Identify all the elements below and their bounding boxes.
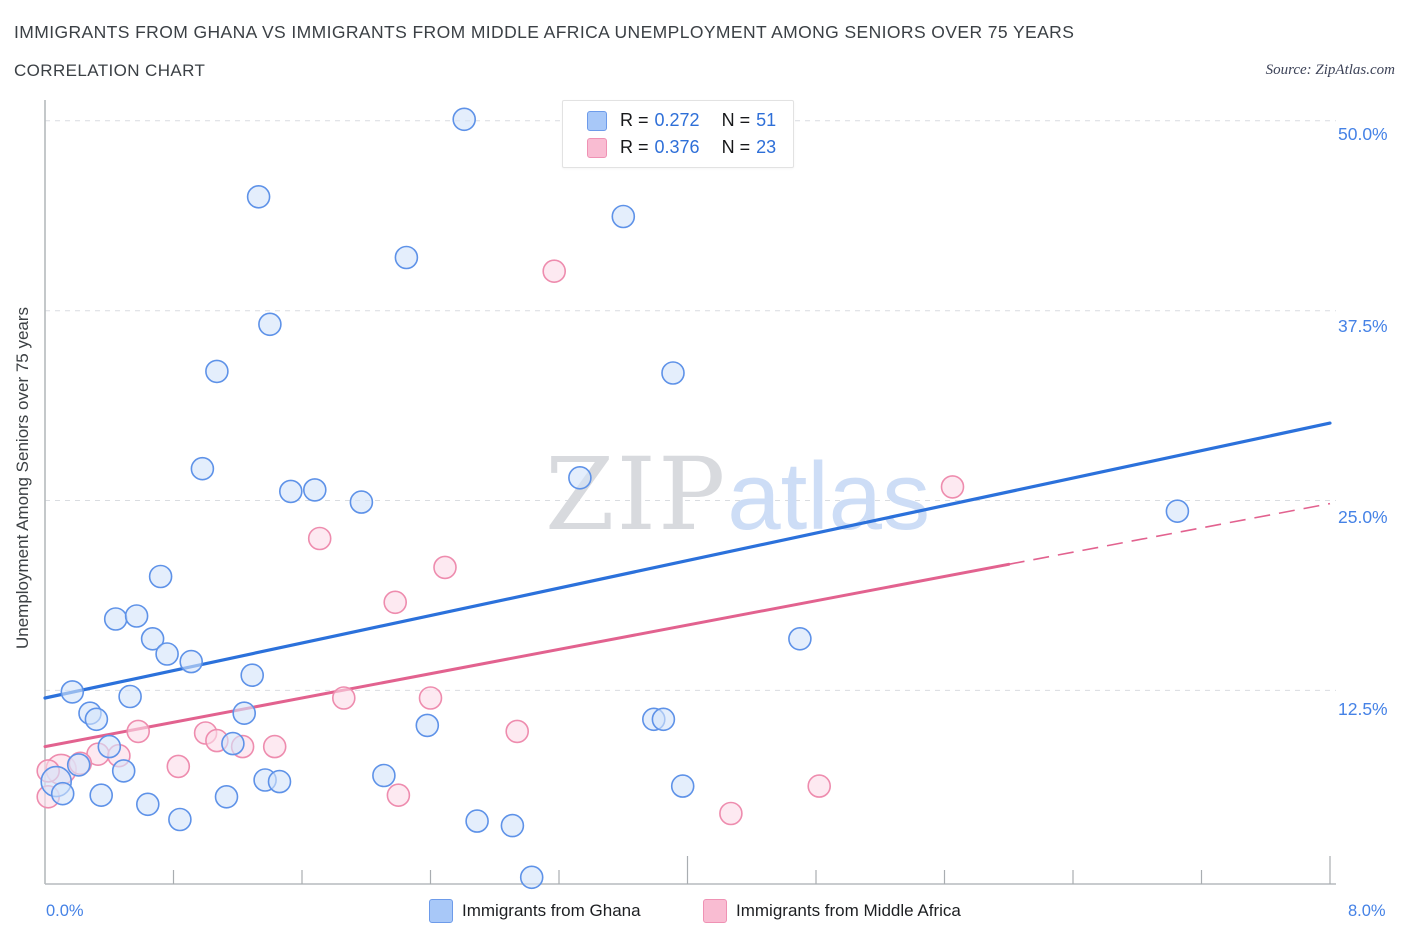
- data-point-ghana: [136, 792, 160, 817]
- y-tick-label-25: 25.0%: [1338, 507, 1388, 527]
- legend-label-ghana: Immigrants from Ghana: [462, 901, 641, 920]
- n-label: N =: [721, 110, 751, 130]
- data-point-ghana: [97, 734, 122, 759]
- page-title: IMMIGRANTS FROM GHANA VS IMMIGRANTS FROM…: [14, 22, 1075, 42]
- data-point-ghana: [394, 245, 419, 270]
- data-point-ghana: [103, 607, 128, 631]
- legend-item-middle-africa: Immigrants from Middle Africa: [703, 899, 961, 923]
- data-point-middle-africa: [126, 719, 150, 744]
- data-point-ghana: [179, 649, 203, 674]
- trend-line-ghana: [43, 421, 1332, 700]
- axes: [44, 100, 1336, 885]
- data-point-ghana: [190, 456, 215, 481]
- data-point-middle-africa: [807, 774, 832, 798]
- legend-label-middle-africa: Immigrants from Middle Africa: [736, 901, 961, 920]
- data-point-middle-africa: [166, 754, 191, 779]
- data-point-ghana: [372, 763, 396, 788]
- x-tick-label-0: 0.0%: [46, 902, 84, 920]
- data-point-middle-africa: [262, 734, 287, 759]
- data-point-middle-africa: [386, 783, 411, 808]
- source-attribution: Source: ZipAtlas.com: [1265, 62, 1395, 78]
- data-point-ghana: [465, 809, 489, 833]
- gridlines: [45, 120, 1336, 691]
- trend-line-middle-africa-solid: [43, 562, 1011, 749]
- data-point-ghana: [221, 731, 245, 756]
- data-point-ghana: [661, 361, 685, 385]
- trend-lines: [43, 421, 1332, 749]
- y-tick-label-12-5: 12.5%: [1338, 699, 1388, 719]
- data-point-middle-africa: [433, 555, 457, 580]
- data-point-ghana: [349, 490, 374, 514]
- data-point-middle-africa: [505, 719, 530, 744]
- data-point-middle-africa: [383, 590, 408, 615]
- data-point-ghana: [452, 107, 477, 132]
- y-tick-label-50: 50.0%: [1338, 124, 1388, 144]
- trend-line-middle-africa-dashed: [1008, 502, 1331, 566]
- data-point-ghana: [519, 865, 544, 890]
- stats-legend-row-ghana: R = 0.272 N = 51: [587, 110, 793, 131]
- data-point-ghana: [168, 807, 192, 832]
- watermark: ZIPatlas: [545, 436, 930, 553]
- data-point-ghana: [278, 479, 303, 504]
- stats-legend-row-middle-africa: R = 0.376 N = 23: [587, 137, 793, 158]
- data-point-ghana: [302, 478, 327, 502]
- data-point-ghana: [670, 774, 695, 798]
- n-value-middle-africa: 23: [756, 137, 777, 157]
- ghana-swatch-icon: [429, 899, 453, 923]
- r-label: R =: [620, 137, 649, 157]
- n-label: N =: [721, 137, 751, 157]
- data-point-ghana: [124, 604, 149, 628]
- r-value-middle-africa: 0.376: [654, 137, 700, 157]
- middle-africa-swatch-icon: [587, 137, 607, 158]
- data-point-ghana: [611, 204, 636, 229]
- data-point-ghana: [118, 684, 142, 709]
- data-point-ghana: [155, 642, 179, 666]
- data-points: [36, 107, 1190, 890]
- ghana-swatch-icon: [587, 110, 607, 131]
- data-point-ghana: [415, 713, 440, 738]
- stats-legend: R = 0.272 N = 51 R = 0.376 N = 23: [562, 100, 794, 168]
- data-point-ghana: [651, 707, 676, 732]
- data-point-ghana: [267, 769, 292, 794]
- data-point-ghana: [232, 701, 256, 726]
- data-point-middle-africa: [331, 686, 356, 710]
- r-value-ghana: 0.272: [654, 110, 700, 130]
- page-subtitle: CORRELATION CHART: [14, 61, 206, 80]
- r-label: R =: [620, 110, 649, 130]
- data-point-ghana: [240, 663, 264, 688]
- data-point-middle-africa: [418, 686, 443, 710]
- data-point-ghana: [246, 185, 271, 209]
- data-point-ghana: [214, 784, 239, 809]
- x-tick-label-8: 8.0%: [1348, 902, 1386, 920]
- data-point-middle-africa: [719, 801, 743, 826]
- data-point-middle-africa: [542, 259, 567, 284]
- data-point-ghana: [89, 783, 113, 808]
- data-point-ghana: [148, 564, 173, 589]
- data-point-ghana: [111, 759, 136, 783]
- legend-item-ghana: Immigrants from Ghana: [429, 899, 641, 923]
- data-point-ghana: [84, 707, 109, 732]
- data-point-middle-africa: [307, 526, 332, 551]
- data-point-ghana: [205, 359, 229, 384]
- data-point-middle-africa: [940, 475, 965, 499]
- data-point-ghana: [258, 312, 282, 337]
- data-point-ghana: [140, 626, 165, 651]
- data-point-ghana: [1165, 499, 1190, 524]
- data-point-ghana: [788, 626, 812, 651]
- y-tick-label-37-5: 37.5%: [1338, 316, 1388, 336]
- n-value-ghana: 51: [756, 110, 777, 130]
- data-point-ghana: [500, 813, 525, 838]
- data-point-ghana: [50, 781, 75, 806]
- data-point-ghana: [60, 680, 85, 704]
- middle-africa-swatch-icon: [703, 899, 727, 923]
- data-point-ghana: [66, 753, 91, 777]
- data-point-ghana: [568, 465, 592, 490]
- y-axis-title: Unemployment Among Seniors over 75 years: [13, 307, 32, 649]
